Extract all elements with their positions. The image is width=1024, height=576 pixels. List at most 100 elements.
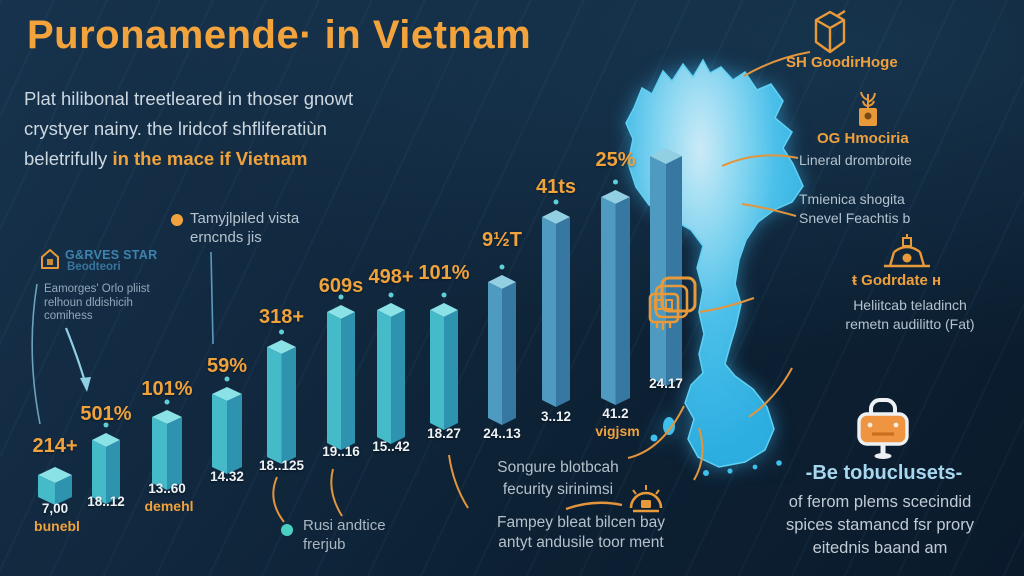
bar-right-face bbox=[666, 156, 682, 386]
island bbox=[727, 468, 733, 474]
bar-right-face bbox=[615, 197, 630, 405]
bar-marker-dot bbox=[103, 422, 109, 428]
card-title: G&RVES STAR bbox=[65, 248, 158, 262]
subtitle-line-1: Plat hilibonal treetleared in thoser gno… bbox=[24, 88, 354, 109]
bar-left-face bbox=[601, 197, 616, 405]
legend-top: Tamyjlpiled vista erncnds jis bbox=[190, 209, 299, 247]
bar-value-below: 18..125 bbox=[258, 458, 305, 473]
bar-value-below: 15..42 bbox=[372, 439, 410, 454]
bar-value-above: 25% bbox=[595, 149, 636, 171]
card-subtitle: Beodteori bbox=[67, 261, 121, 273]
right-item3-line-1: Tmienica shogita bbox=[799, 191, 905, 207]
legend-bottom-line-1: Rusi andtice bbox=[303, 517, 386, 534]
bar-value-above: 609s bbox=[318, 275, 364, 297]
right-item1-label: SH GoodirHoge bbox=[786, 54, 898, 71]
bar-marker-dot bbox=[613, 179, 618, 185]
right-item5-heading: -Be tobuclusets- bbox=[805, 462, 963, 484]
legend-bottom: Rusi andtice frerjub bbox=[303, 516, 386, 554]
legend-bottom-line-2: frerjub bbox=[303, 536, 346, 553]
bar-value-above: 498+ bbox=[368, 266, 414, 288]
bar-value-above: 214+ bbox=[32, 435, 78, 457]
bar-sublabel: bunebl bbox=[34, 518, 80, 534]
bar-left-face bbox=[542, 217, 556, 407]
bar-sublabel: demehl bbox=[144, 498, 194, 514]
note-industry: Fampey bleat bilcen bay antyt andusile t… bbox=[488, 513, 674, 553]
legend-top-line-2: erncnds jis bbox=[190, 229, 262, 246]
bar-left-face bbox=[327, 312, 341, 450]
right-item4-line-2: remetn audilitto (Fat) bbox=[845, 316, 975, 332]
bar-right-face bbox=[502, 282, 516, 425]
bar-value-above: 9½T bbox=[481, 229, 523, 251]
island bbox=[776, 460, 782, 466]
orange-bullet-icon bbox=[171, 214, 183, 226]
right-item2-desc: Lineral drombroite bbox=[799, 152, 912, 168]
note1-line-2: fecurity sirinimsi bbox=[502, 481, 614, 498]
page-subtitle: Plat hilibonal treetleared in thoser gno… bbox=[24, 84, 353, 174]
bar-value-below: 24..13 bbox=[483, 426, 521, 441]
plant-icon bbox=[859, 91, 877, 126]
right-item5-line-3: eitednis baand am bbox=[812, 539, 948, 557]
bar-marker-dot bbox=[338, 294, 344, 300]
bar-marker-dot bbox=[279, 329, 284, 335]
bar-left-face bbox=[92, 440, 106, 504]
note1-line-1: Songure blotbcah bbox=[497, 459, 619, 476]
bar-right-face bbox=[167, 417, 182, 490]
bar-value-below: 14.32 bbox=[210, 469, 244, 484]
right-item2-label: OG Hmociria bbox=[817, 130, 909, 147]
bar-right-face bbox=[341, 312, 355, 450]
right-item4-desc: Heliitcab teladinch remetn audilitto (Fa… bbox=[818, 296, 1002, 334]
gauge-lock-icon bbox=[629, 485, 663, 513]
bar-right-face bbox=[391, 310, 405, 444]
bar-left-face bbox=[152, 417, 167, 490]
bar-marker-dot bbox=[164, 399, 170, 405]
subtitle-line-3: beletrifully in the mace if Vietnam bbox=[24, 148, 308, 169]
right-item5-line-1: of ferom plems scecindid bbox=[788, 493, 972, 511]
bar-value-above: 101% bbox=[141, 378, 193, 400]
bar-value-above: 59% bbox=[206, 355, 248, 377]
right-item4-label: ŧ Godrdate ʜ bbox=[852, 272, 942, 289]
bar-value-below: 19..16 bbox=[322, 444, 360, 459]
bar-value-below: 3..12 bbox=[540, 409, 572, 424]
bar-left-face bbox=[38, 475, 55, 505]
bar-value-below: 13..60 bbox=[148, 481, 186, 496]
stacked-cards-icon bbox=[648, 276, 697, 330]
bar-value-above: 501% bbox=[80, 403, 132, 425]
right-item3-line-2: Snevel Feachtis b bbox=[799, 210, 911, 226]
page-title: Puronamende· in Vietnam bbox=[27, 13, 532, 57]
bar-value-above: 101% bbox=[418, 262, 470, 284]
card-body-line-1: Eamorges' Orlo pliist bbox=[44, 283, 150, 295]
temple-icon bbox=[884, 234, 930, 268]
legend-top-line-1: Tamyjlpiled vista bbox=[190, 210, 300, 227]
island bbox=[752, 464, 758, 470]
bar-left-face bbox=[377, 310, 391, 444]
note-security: Songure blotbcah fecurity sirinimsi bbox=[492, 457, 624, 501]
bar-value-above: 318+ bbox=[258, 306, 305, 328]
bar-right-face bbox=[106, 440, 120, 504]
bar-right-face bbox=[55, 475, 72, 505]
bar-value-below: 18.27 bbox=[427, 426, 461, 441]
card-body: Eamorges' Orlo pliist relhoun dldishicih… bbox=[44, 283, 150, 324]
bar-value-below: 24.17 bbox=[649, 376, 683, 391]
subtitle-accent: in the mace if Vietnam bbox=[112, 148, 308, 169]
right-item5-desc: of ferom plems scecindid spices stamancd… bbox=[768, 491, 992, 560]
right-item5-line-2: spices stamancd fsr prory bbox=[786, 516, 974, 534]
right-item4-line-1: Heliitcab teladinch bbox=[853, 297, 967, 313]
bar-sublabel: vigjsm bbox=[595, 423, 640, 439]
bar-value-below: 18..12 bbox=[87, 494, 125, 509]
bar-right-face bbox=[444, 310, 458, 430]
subtitle-line-2: crystyer nainy. the lridcof shfliferatiù… bbox=[24, 118, 327, 139]
note2-line-2: antyt andusile toor ment bbox=[498, 534, 664, 551]
bar-value-above: 41ts bbox=[535, 176, 577, 198]
teal-bullet-icon bbox=[281, 524, 293, 536]
bar-left-face bbox=[488, 282, 502, 425]
island bbox=[703, 470, 709, 476]
bar-marker-dot bbox=[553, 199, 559, 205]
bar-right-face bbox=[227, 394, 242, 474]
right-item3-desc: Tmienica shogita Snevel Feachtis b bbox=[799, 190, 910, 228]
bar-marker-dot bbox=[499, 264, 505, 270]
house-icon bbox=[41, 249, 59, 269]
card-body-line-3: comihess bbox=[44, 310, 93, 322]
